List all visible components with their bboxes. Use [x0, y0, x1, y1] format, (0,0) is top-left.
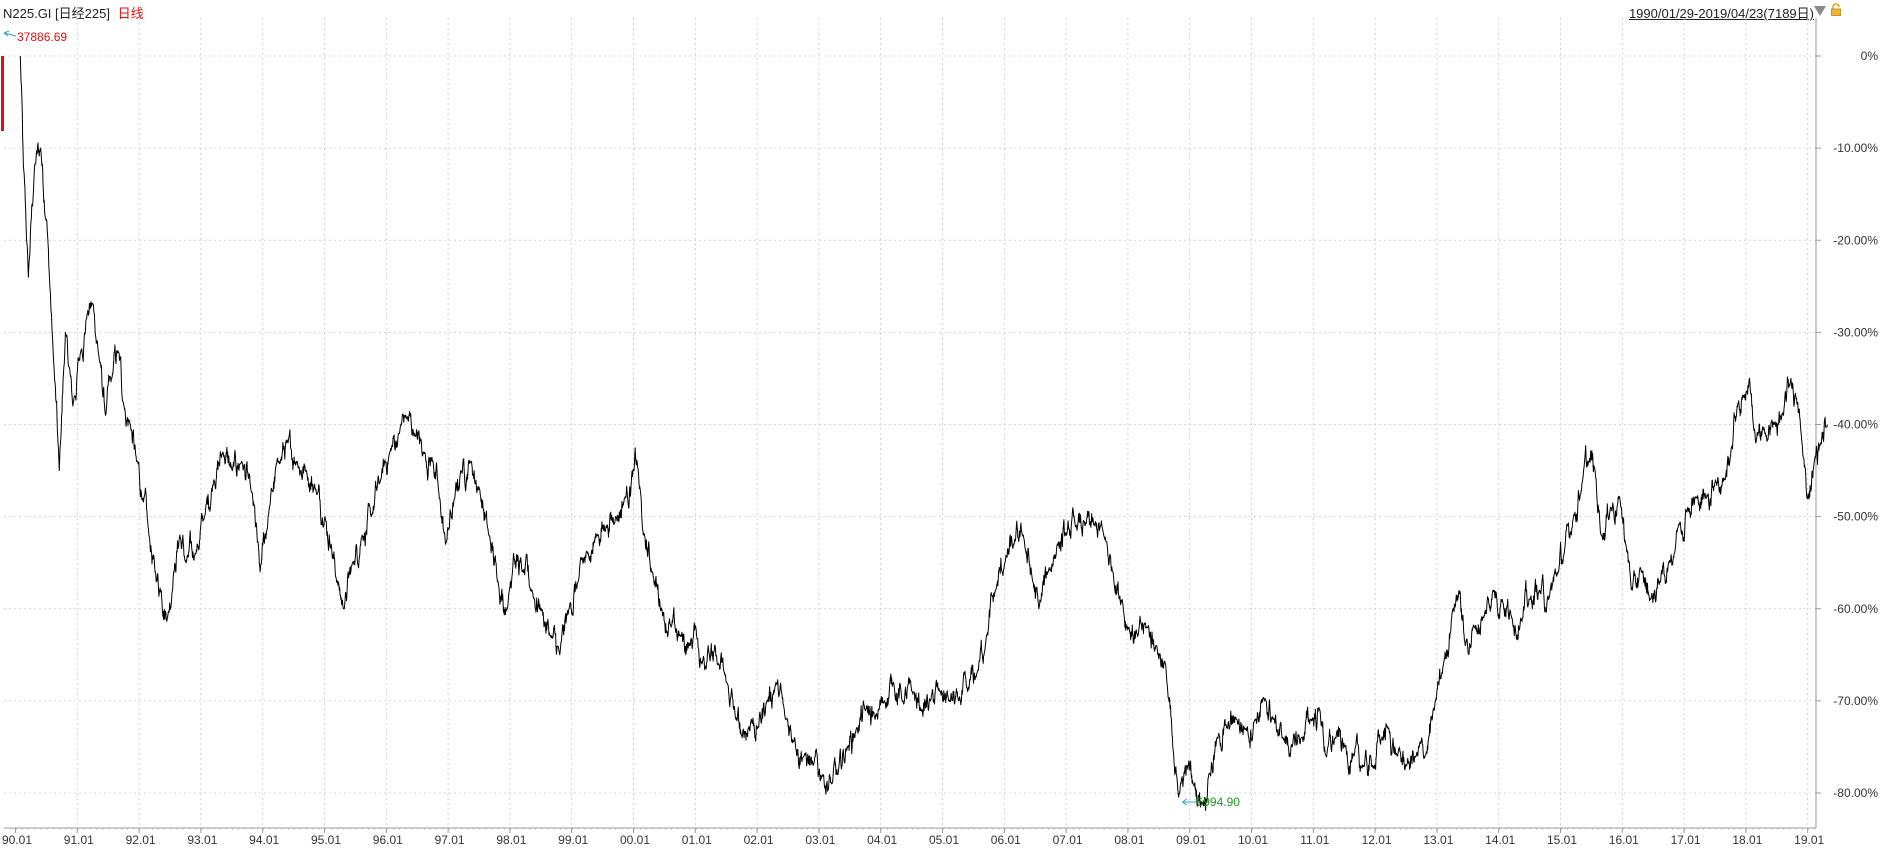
x-tick-label: 93.01: [187, 833, 217, 847]
x-tick-label: 94.01: [249, 833, 279, 847]
date-range-label[interactable]: 1990/01/29-2019/04/23(7189日): [1628, 6, 1814, 21]
x-tick-label: 05.01: [929, 833, 959, 847]
x-tick-label: 91.01: [64, 833, 94, 847]
y-tick-label: -80.00%: [1833, 786, 1878, 800]
x-tick-label: 15.01: [1547, 833, 1577, 847]
period-label[interactable]: 日线: [117, 6, 144, 21]
x-tick-label: 01.01: [682, 833, 712, 847]
low-value-label: 6994.90: [1197, 795, 1241, 809]
y-tick-label: -30.00%: [1833, 325, 1878, 339]
low-arrow-head: [1182, 798, 1187, 806]
grid: [4, 18, 1816, 828]
x-tick-label: 06.01: [991, 833, 1021, 847]
y-tick-label: -70.00%: [1833, 694, 1878, 708]
y-tick-label: 0%: [1861, 49, 1879, 63]
annotations: 37886.69 6994.90: [1, 30, 1240, 809]
chart-header-left: N225.GI [日经225] 日线: [3, 3, 144, 22]
x-tick-label: 99.01: [558, 833, 588, 847]
high-arrow: [3, 32, 17, 37]
x-tick-label: 11.01: [1300, 833, 1329, 847]
dropdown-triangle-icon[interactable]: [1814, 6, 1826, 16]
x-tick-label: 07.01: [1053, 833, 1083, 847]
x-tick-label: 02.01: [744, 833, 774, 847]
axes: 0% -10.00% -20.00% -30.00% -40.00% -50.00% -60…: [2, 18, 1878, 847]
x-tick-label: 03.01: [805, 833, 835, 847]
start-marker-bar: [1, 56, 4, 131]
y-tick-label: -20.00%: [1833, 233, 1878, 247]
x-tick-label: 98.01: [496, 833, 526, 847]
x-tick-label: 96.01: [373, 833, 403, 847]
series-layer: [19, 55, 1828, 811]
y-tick-label: -60.00%: [1833, 602, 1878, 616]
x-tick-label: 14.01: [1485, 833, 1515, 847]
x-tick-label: 04.01: [867, 833, 897, 847]
index-name-label: [日经225]: [55, 6, 110, 21]
x-tick-label: 92.01: [126, 833, 156, 847]
x-tick-label: 16.01: [1609, 833, 1639, 847]
x-tick-label: 00.01: [620, 833, 650, 847]
x-tick-label: 95.01: [311, 833, 341, 847]
high-value-label: 37886.69: [17, 30, 67, 44]
y-tick-label: -10.00%: [1833, 141, 1878, 155]
y-tick-label: -50.00%: [1833, 510, 1878, 524]
x-tick-label: 90.01: [2, 833, 32, 847]
x-tick-label: 13.01: [1423, 833, 1453, 847]
y-tick-label: -40.00%: [1833, 418, 1878, 432]
x-tick-label: 09.01: [1176, 833, 1206, 847]
high-arrow-head: [3, 30, 10, 37]
x-tick-label: 08.01: [1114, 833, 1144, 847]
x-tick-label: 12.01: [1362, 833, 1392, 847]
lock-icon[interactable]: [1830, 3, 1842, 16]
x-tick-label: 19.01: [1794, 833, 1824, 847]
x-tick-label: 18.01: [1732, 833, 1762, 847]
x-tick-label: 17.01: [1671, 833, 1701, 847]
x-tick-label: 97.01: [435, 833, 465, 847]
x-tick-label: 10.01: [1238, 833, 1268, 847]
symbol-label: N225.GI: [3, 6, 52, 21]
nikkei-225-series-line: [19, 55, 1828, 811]
